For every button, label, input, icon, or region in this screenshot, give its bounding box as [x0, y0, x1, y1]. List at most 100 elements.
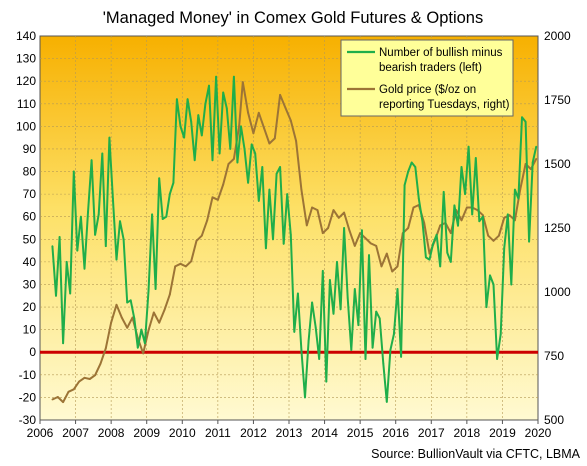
data-point-traders	[80, 215, 82, 218]
y-right-tick-label: 1750	[544, 93, 571, 107]
left-axis: 1401301201101009080706050403020100-10-20…	[16, 29, 36, 427]
data-point-gold	[147, 329, 150, 332]
x-tick-label: 2011	[205, 426, 231, 440]
data-point-traders	[393, 333, 395, 336]
data-point-traders	[293, 331, 296, 333]
data-point-traders	[218, 152, 221, 155]
data-point-traders	[307, 340, 310, 342]
y-left-tick-label: -30	[19, 413, 37, 427]
data-point-gold	[385, 252, 388, 255]
x-tick-label: 2006	[27, 426, 54, 440]
data-point-traders	[272, 238, 274, 241]
data-point-traders	[129, 299, 132, 302]
data-point-gold	[449, 232, 452, 235]
data-point-gold	[222, 183, 225, 186]
data-point-traders	[378, 317, 381, 320]
data-point-gold	[391, 270, 394, 273]
legend: Number of bullish minus bearish traders …	[340, 39, 514, 117]
data-point-gold	[482, 214, 484, 217]
data-point-traders	[151, 213, 154, 216]
data-point-traders	[87, 211, 89, 214]
right-axis: 2000 1750 1500 1250 1000 750 500	[544, 29, 571, 427]
data-point-gold	[179, 262, 182, 265]
data-point-gold	[115, 303, 118, 306]
x-tick-label: 2008	[98, 426, 125, 440]
data-point-gold	[359, 232, 361, 235]
data-point-traders	[147, 290, 150, 293]
legend-label-traders: Number of bullish minus bearish traders …	[379, 47, 506, 74]
data-point-traders	[183, 136, 186, 139]
data-point-gold	[279, 94, 281, 96]
data-point-gold	[492, 239, 495, 242]
data-point-gold	[227, 163, 230, 165]
data-point-traders	[62, 342, 64, 345]
y-left-tick-label: 100	[16, 119, 36, 133]
data-point-traders	[247, 181, 250, 184]
chart-title: 'Managed Money' in Comex Gold Futures & …	[103, 9, 483, 27]
data-point-traders	[485, 306, 488, 308]
data-point-gold	[247, 111, 250, 114]
data-point-gold	[62, 401, 64, 403]
data-point-traders	[297, 292, 299, 295]
data-point-gold	[353, 245, 356, 247]
data-point-traders	[329, 279, 331, 281]
data-point-gold	[300, 188, 303, 191]
data-point-gold	[88, 378, 91, 380]
data-point-traders	[314, 326, 317, 329]
data-point-traders	[94, 233, 96, 236]
data-point-traders	[460, 166, 463, 168]
data-point-gold	[289, 119, 292, 122]
data-point-traders	[425, 256, 427, 259]
data-point-gold	[163, 309, 166, 311]
data-point-traders	[400, 355, 402, 358]
y-left-tick-label: 40	[23, 255, 37, 269]
data-point-traders	[165, 215, 168, 218]
data-point-traders	[339, 308, 342, 311]
data-point-traders	[76, 249, 79, 252]
data-point-traders	[471, 213, 474, 216]
data-point-traders	[215, 75, 218, 78]
x-axis: 2006 2007 2008 2009 2010 2011 2012 2013 2014 2015…	[27, 420, 552, 440]
data-point-traders	[265, 247, 267, 250]
data-point-traders	[51, 245, 54, 248]
data-point-gold	[343, 211, 345, 214]
data-point-traders	[122, 238, 125, 241]
data-point-traders	[336, 261, 338, 263]
data-point-traders	[211, 159, 214, 162]
source-note: Source: BullionVault via CFTC, LBMA	[371, 447, 581, 461]
y-right-tick-label: 750	[544, 349, 564, 363]
x-tick-label: 2012	[240, 426, 267, 440]
data-point-traders	[361, 229, 363, 232]
data-point-gold	[252, 132, 255, 135]
data-point-traders	[257, 200, 260, 202]
data-point-gold	[158, 321, 161, 324]
legend-label-gold: Gold price ($/oz on reporting Tuesdays, …	[379, 84, 510, 111]
data-point-gold	[110, 321, 112, 324]
x-tick-label: 2010	[169, 426, 196, 440]
data-point-gold	[152, 311, 155, 314]
data-point-gold	[131, 316, 134, 319]
y-left-tick-label: -10	[19, 368, 37, 382]
data-point-gold	[396, 265, 399, 268]
y-right-tick-label: 1500	[544, 157, 571, 171]
data-point-gold	[217, 198, 219, 201]
data-point-traders	[101, 152, 104, 155]
data-point-gold	[56, 396, 59, 398]
data-point-traders	[179, 125, 182, 128]
data-point-traders	[464, 193, 466, 196]
data-point-traders	[514, 188, 516, 191]
data-point-traders	[318, 358, 321, 360]
data-point-traders	[126, 301, 129, 304]
x-tick-label: 2013	[276, 426, 303, 440]
data-point-traders	[364, 358, 367, 360]
y-left-tick-label: 130	[16, 52, 36, 66]
data-point-traders	[133, 317, 136, 320]
x-tick-label: 2009	[133, 426, 160, 440]
data-point-traders	[243, 148, 246, 150]
data-point-traders	[449, 261, 452, 263]
data-point-traders	[410, 161, 413, 164]
data-point-traders	[403, 184, 406, 187]
data-point-gold	[498, 234, 500, 237]
y-right-tick-label: 500	[544, 413, 564, 427]
data-point-traders	[158, 177, 161, 180]
